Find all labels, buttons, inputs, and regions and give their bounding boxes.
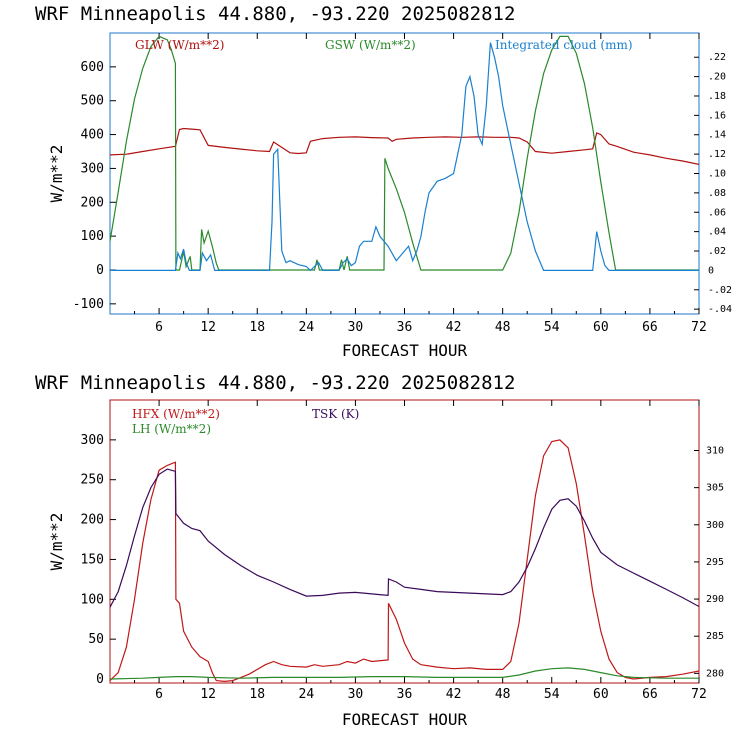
chart-panel-1: WRF Minneapolis 44.880, -93.220 20250828… <box>35 3 732 360</box>
x-tick-label: 48 <box>495 320 511 335</box>
y2-tick-label: .18 <box>708 91 726 102</box>
x-tick-label: 24 <box>299 687 315 702</box>
series-line-2 <box>110 667 699 680</box>
y2-tick-label: 305 <box>706 483 724 494</box>
x-tick-label: 42 <box>446 687 462 702</box>
y-tick-label: 400 <box>81 128 104 143</box>
x-tick-label: 18 <box>249 320 265 335</box>
y2-tick-label: 285 <box>706 631 724 642</box>
y-tick-label: 0 <box>96 263 104 278</box>
y2-tick-label: .10 <box>708 169 726 180</box>
y2-tick-label: 280 <box>706 668 724 679</box>
y2-tick-label: .06 <box>708 207 726 218</box>
y2-tick-label: 290 <box>706 594 724 605</box>
chart-panel-2: WRF Minneapolis 44.880, -93.220 20250828… <box>35 372 724 729</box>
y-tick-label: -100 <box>73 297 104 312</box>
y-tick-label: 100 <box>81 229 104 244</box>
legend-entry: Integrated cloud (mm) <box>495 38 633 52</box>
series-line-3 <box>110 468 699 608</box>
y2-tick-label: .14 <box>708 130 726 141</box>
plot-frame <box>109 399 700 684</box>
y-tick-label: 300 <box>81 161 104 176</box>
y-axis-label: W/m**2 <box>47 145 66 203</box>
y2-tick-label: .12 <box>708 149 726 160</box>
y2-tick-label: 300 <box>706 520 724 531</box>
series-line-1 <box>110 127 699 165</box>
series-line-2 <box>110 35 699 271</box>
y2-tick-label: 310 <box>706 446 724 457</box>
legend-entry: TSK (K) <box>312 407 359 421</box>
y2-tick-label: .08 <box>708 188 726 199</box>
legend-entry: HFX (W/m**2) <box>132 407 220 421</box>
x-tick-label: 24 <box>299 320 315 335</box>
y2-tick-label: .02 <box>708 246 726 257</box>
series-line-3 <box>110 42 699 272</box>
y-tick-label: 500 <box>81 94 104 109</box>
y-tick-label: 200 <box>81 513 104 528</box>
x-tick-label: 42 <box>446 320 462 335</box>
legend-entry: LH (W/m**2) <box>132 422 211 436</box>
x-tick-label: 66 <box>642 687 658 702</box>
y-tick-label: 100 <box>81 592 104 607</box>
x-tick-label: 36 <box>397 687 413 702</box>
y2-tick-label: .22 <box>708 52 726 63</box>
y2-tick-label: 0 <box>708 265 714 276</box>
y-axis-label: W/m**2 <box>47 513 66 571</box>
x-tick-label: 12 <box>200 687 216 702</box>
y-tick-label: 250 <box>81 473 104 488</box>
legend-entry: GSW (W/m**2) <box>325 38 416 52</box>
y-tick-label: 150 <box>81 552 104 567</box>
series-line-1 <box>110 439 699 683</box>
x-tick-label: 30 <box>348 320 364 335</box>
chart-title: WRF Minneapolis 44.880, -93.220 20250828… <box>35 372 515 394</box>
x-tick-label: 18 <box>249 687 265 702</box>
x-tick-label: 48 <box>495 687 511 702</box>
x-tick-label: 6 <box>155 687 163 702</box>
x-tick-label: 66 <box>642 320 658 335</box>
y-tick-label: 200 <box>81 195 104 210</box>
x-tick-label: 72 <box>691 320 707 335</box>
legend-entry: GLW (W/m**2) <box>135 38 224 52</box>
y2-tick-label: .16 <box>708 110 726 121</box>
y2-tick-label: 295 <box>706 557 724 568</box>
y2-tick-label: -.02 <box>708 285 732 296</box>
x-axis-label: FORECAST HOUR <box>342 710 468 729</box>
y2-tick-label: .04 <box>708 227 726 238</box>
y-tick-label: 300 <box>81 433 104 448</box>
x-tick-label: 54 <box>544 687 560 702</box>
x-axis-label: FORECAST HOUR <box>342 341 468 360</box>
x-tick-label: 54 <box>544 320 560 335</box>
x-tick-label: 60 <box>593 687 609 702</box>
x-tick-label: 72 <box>691 687 707 702</box>
x-tick-label: 6 <box>155 320 163 335</box>
y-tick-label: 50 <box>88 632 104 647</box>
y-tick-label: 600 <box>81 60 104 75</box>
x-tick-label: 60 <box>593 320 609 335</box>
y2-tick-label: .20 <box>708 72 726 83</box>
chart-title: WRF Minneapolis 44.880, -93.220 20250828… <box>35 3 515 25</box>
x-tick-label: 30 <box>348 687 364 702</box>
x-tick-label: 36 <box>397 320 413 335</box>
y-tick-label: 0 <box>96 672 104 687</box>
plot-frame <box>109 32 700 315</box>
y2-tick-label: -.04 <box>708 304 732 315</box>
x-tick-label: 12 <box>200 320 216 335</box>
